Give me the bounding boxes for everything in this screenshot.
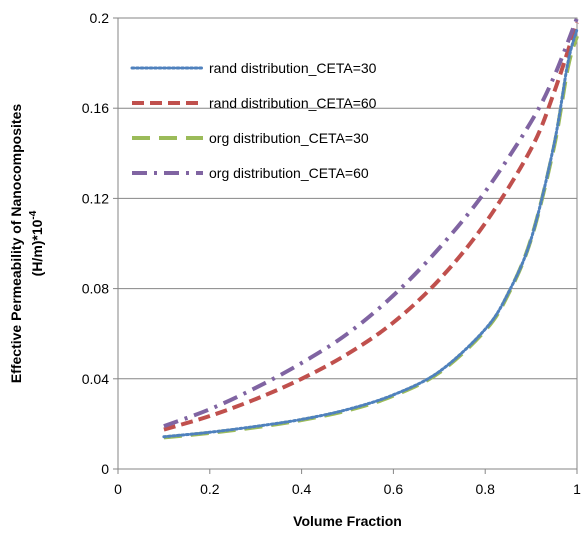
- y-axis-title-exponent: -4: [28, 210, 39, 219]
- x-tick-label: 0.8: [475, 481, 495, 497]
- y-tick-label: 0.2: [90, 10, 110, 26]
- x-tick-label: 0.6: [384, 481, 404, 497]
- y-tick-label: 0.04: [82, 371, 109, 387]
- legend-label-4: org distribution_CETA=60: [209, 165, 369, 181]
- x-tick-label: 0.2: [200, 481, 220, 497]
- x-tick-label: 0.4: [292, 481, 312, 497]
- series-line-2: [163, 21, 579, 432]
- legend-label-1: rand distribution_CETA=30: [209, 60, 377, 76]
- legend-label-2: rand distribution_CETA=60: [209, 95, 377, 111]
- x-tick-label: 1: [573, 481, 581, 497]
- series-line-1: [162, 27, 579, 439]
- x-tick-label: 0: [114, 481, 122, 497]
- y-axis-title: Effective Permeability of Nanocomposites…: [8, 104, 45, 384]
- y-axis-title-units: (H/m)*10: [29, 219, 45, 276]
- y-tick-label: 0.08: [82, 281, 109, 297]
- series-line-4: [163, 17, 579, 429]
- y-tick-label: 0: [101, 461, 109, 477]
- y-tick-label: 0.12: [82, 190, 109, 206]
- axes: [113, 17, 578, 474]
- x-axis-title: Volume Fraction: [293, 513, 402, 529]
- y-axis-title-line1: Effective Permeability of Nanocomposites: [8, 104, 24, 384]
- tick-labels: 0 0.04 0.08 0.12 0.16 0.2 0 0.2 0.4 0.6 0.8 1: [82, 10, 581, 497]
- y-tick-label: 0.16: [82, 100, 109, 116]
- series-group: [162, 17, 579, 440]
- legend-label-3: org distribution_CETA=30: [209, 130, 369, 146]
- plot-area: [117, 17, 578, 470]
- y-axis-title-line2: (H/m)*10-4: [28, 210, 45, 276]
